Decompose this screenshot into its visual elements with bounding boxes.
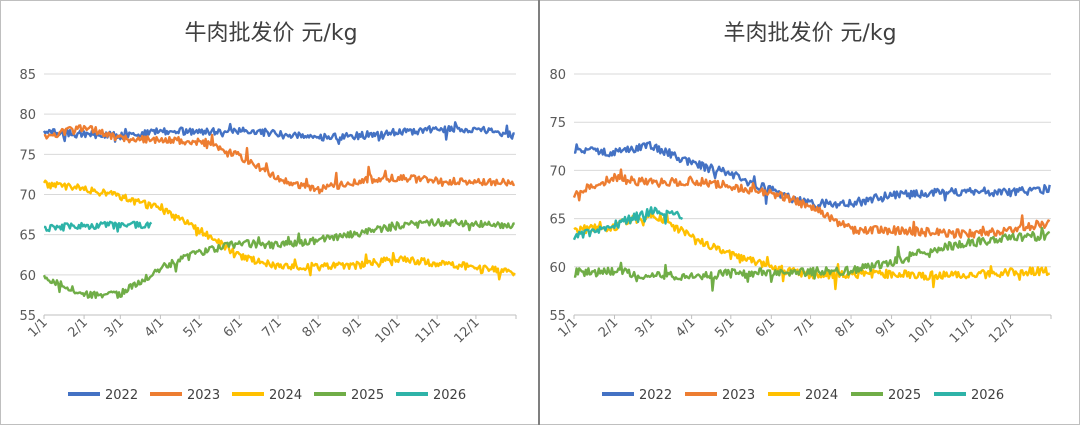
mutton-x-tick-label: 10/1 bbox=[906, 315, 937, 346]
mutton-series-2026-line bbox=[572, 206, 684, 241]
mutton-y-tick-label: 75 bbox=[549, 116, 566, 131]
beef-y-tick-label: 75 bbox=[19, 148, 36, 163]
beef-y-tick-label: 60 bbox=[19, 269, 36, 284]
mutton-series-2023-line bbox=[572, 168, 1051, 239]
mutton-x-tick-label: 8/1 bbox=[832, 315, 857, 340]
beef-legend-label-2022: 2022 bbox=[105, 388, 138, 403]
mutton-legend-label-2026: 2026 bbox=[971, 388, 1004, 403]
beef-x-tick-label: 12/1 bbox=[451, 315, 482, 346]
beef-legend-label-2023: 2023 bbox=[187, 388, 220, 403]
mutton-x-tick-label: 7/1 bbox=[792, 315, 817, 340]
beef-chart-title: 牛肉批发价 元/kg bbox=[184, 21, 357, 46]
mutton-series-2025-line bbox=[573, 226, 1051, 292]
beef-x-tick-label: 4/1 bbox=[142, 315, 167, 340]
beef-series-2026-line bbox=[43, 220, 153, 233]
mutton-legend-label-2024: 2024 bbox=[805, 388, 838, 403]
mutton-x-tick-label: 9/1 bbox=[873, 315, 898, 340]
mutton-chart-title: 羊肉批发价 元/kg bbox=[723, 21, 896, 46]
mutton-y-tick-label: 80 bbox=[549, 68, 566, 83]
mutton-y-tick-label: 70 bbox=[549, 164, 566, 179]
mutton-y-tick-label: 55 bbox=[549, 309, 566, 324]
beef-y-tick-label: 80 bbox=[19, 108, 36, 123]
beef-x-tick-label: 2/1 bbox=[66, 315, 91, 340]
beef-series-2023-line bbox=[43, 124, 515, 195]
beef-x-tick-label: 5/1 bbox=[181, 315, 206, 340]
mutton-x-tick-label: 3/1 bbox=[633, 315, 658, 340]
beef-x-tick-label: 3/1 bbox=[102, 315, 127, 340]
beef-y-tick-label: 55 bbox=[19, 309, 36, 324]
mutton-legend-label-2023: 2023 bbox=[722, 388, 755, 403]
mutton-y-tick-label: 65 bbox=[549, 213, 566, 228]
mutton-legend-label-2022: 2022 bbox=[639, 388, 672, 403]
beef-series-2024-line bbox=[42, 179, 516, 281]
beef-x-tick-label: 8/1 bbox=[300, 315, 325, 340]
beef-y-tick-label: 85 bbox=[19, 68, 36, 83]
panel-divider bbox=[538, 0, 540, 425]
mutton-x-tick-label: 11/1 bbox=[947, 315, 978, 346]
beef-y-tick-label: 70 bbox=[19, 189, 36, 204]
beef-legend-label-2026: 2026 bbox=[433, 388, 466, 403]
mutton-y-tick-label: 60 bbox=[549, 261, 566, 276]
beef-x-tick-label: 11/1 bbox=[413, 315, 444, 346]
mutton-x-tick-label: 6/1 bbox=[753, 315, 778, 340]
mutton-x-tick-label: 2/1 bbox=[596, 315, 621, 340]
beef-legend-label-2025: 2025 bbox=[351, 388, 384, 403]
beef-x-tick-label: 6/1 bbox=[221, 315, 246, 340]
mutton-x-tick-label: 5/1 bbox=[712, 315, 737, 340]
mutton-legend-label-2025: 2025 bbox=[888, 388, 921, 403]
mutton-series-2022-line bbox=[573, 140, 1051, 211]
beef-y-tick-label: 65 bbox=[19, 229, 36, 244]
beef-x-tick-label: 7/1 bbox=[259, 315, 284, 340]
beef-x-tick-label: 9/1 bbox=[340, 315, 365, 340]
beef-x-tick-label: 10/1 bbox=[373, 315, 404, 346]
beef-legend-label-2024: 2024 bbox=[269, 388, 302, 403]
mutton-x-tick-label: 4/1 bbox=[673, 315, 698, 340]
mutton-x-tick-label: 12/1 bbox=[986, 315, 1017, 346]
beef-series-2025-line bbox=[42, 218, 515, 299]
